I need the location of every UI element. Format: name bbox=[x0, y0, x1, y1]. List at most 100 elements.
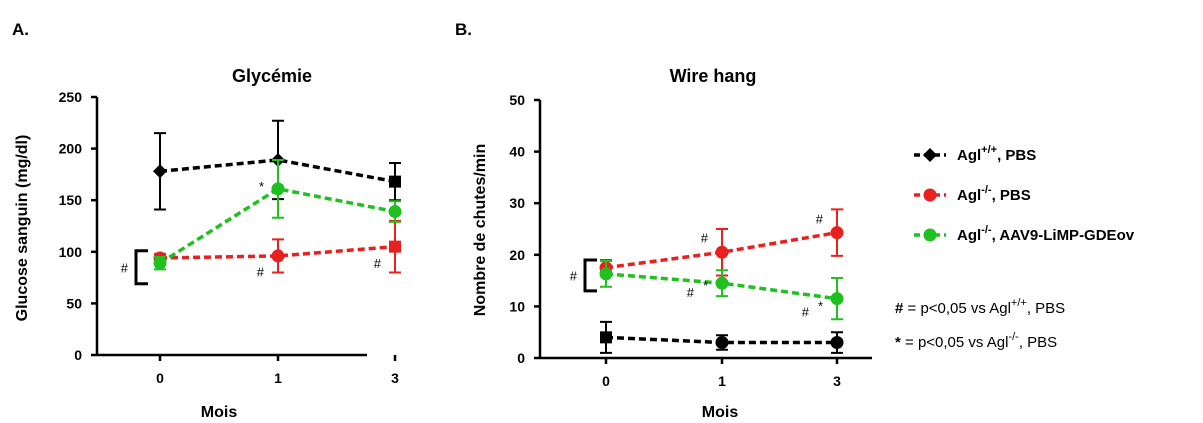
legend-label: Agl-/-, PBS bbox=[957, 184, 1031, 204]
legend-item-gene: Agl-/-, AAV9-LiMP-GDEov bbox=[914, 224, 1135, 244]
footnote-sup: +/+ bbox=[1011, 297, 1027, 309]
panel-b-line-ko bbox=[605, 230, 838, 270]
panel-a-point-gene bbox=[153, 256, 167, 270]
panel-b-point-wt bbox=[600, 331, 612, 344]
panel-a-bracket-line bbox=[134, 249, 148, 286]
panel-a-bracket-label: # bbox=[121, 260, 129, 275]
panel-a-bracket: # bbox=[121, 249, 148, 286]
panel-b-hash-annotation: # bbox=[816, 212, 824, 227]
panel-b-y-tick-label: 30 bbox=[509, 195, 525, 211]
panel-a-point-wt bbox=[153, 164, 167, 179]
panel-a-line-gene bbox=[159, 186, 396, 265]
panel-b-series-ko bbox=[599, 208, 844, 277]
panel-a-hash-annotation: # bbox=[257, 264, 265, 279]
panel-a-y-tick-label: 0 bbox=[74, 347, 82, 363]
panel-a-y-tick-label: 250 bbox=[59, 89, 83, 105]
panel-b-series-gene bbox=[599, 259, 844, 321]
panel-a-point-wt bbox=[389, 175, 401, 188]
panel-b-y-tick-label: 20 bbox=[509, 247, 525, 263]
panel-b-bracket-line bbox=[583, 258, 597, 293]
footnote-text: = p<0,05 vs Agl bbox=[903, 300, 1011, 317]
legend-label: Agl-/-, AAV9-LiMP-GDEov bbox=[957, 224, 1135, 244]
panel-b-point-ko bbox=[715, 245, 729, 259]
panel-b-hash-annotation: # bbox=[687, 285, 695, 300]
legend-marker bbox=[923, 228, 937, 242]
legend-label: Agl+/+, PBS bbox=[957, 144, 1036, 164]
panel-b-x-axis-label: Mois bbox=[702, 404, 739, 421]
panel-b-x-tick-label: 3 bbox=[833, 373, 841, 389]
panel-a-line-wt bbox=[159, 158, 396, 184]
footnote-symbol: * bbox=[895, 334, 901, 351]
panel-a-y-tick-label: 100 bbox=[59, 244, 83, 260]
footnote-symbol: # bbox=[895, 300, 904, 317]
panel-a-y-tick-label: 150 bbox=[59, 192, 83, 208]
panel-b-title: Wire hang bbox=[670, 66, 757, 86]
footnotes: # = p<0,05 vs Agl+/+, PBS* = p<0,05 vs A… bbox=[895, 297, 1065, 351]
legend-label-base: Agl bbox=[957, 147, 981, 164]
panel-b-bracket-label: # bbox=[570, 268, 578, 283]
panel-a-x-ticks: 0 1 3 bbox=[156, 355, 399, 386]
footnote-hash: # = p<0,05 vs Agl+/+, PBS bbox=[895, 297, 1065, 317]
panel-a-x-tick-label: 0 bbox=[156, 370, 164, 386]
footnote-rest: , PBS bbox=[1027, 300, 1065, 317]
legend-label-sup: -/- bbox=[981, 224, 992, 236]
panel-a-star-annotation: * bbox=[259, 179, 264, 194]
legend-label-base: Agl bbox=[957, 187, 981, 204]
panel-b-x-tick-label: 0 bbox=[602, 373, 610, 389]
panel-b-point-wt bbox=[715, 336, 729, 350]
panel-b-y-tick-label: 0 bbox=[517, 350, 525, 366]
footnote-sup: -/- bbox=[1008, 331, 1019, 343]
footnote-rest: , PBS bbox=[1019, 334, 1057, 351]
panel-b-hash-annotation: # bbox=[802, 305, 810, 320]
panel-a-x-tick-label: 3 bbox=[391, 370, 399, 386]
panel-a-x-axis-label: Mois bbox=[201, 404, 238, 421]
panel-a-series bbox=[153, 119, 402, 274]
footnote-text: = p<0,05 vs Agl bbox=[901, 334, 1009, 351]
legend-label-sup: -/- bbox=[981, 184, 992, 196]
panel-b-point-wt bbox=[830, 336, 844, 350]
panel-a-label: A. bbox=[12, 20, 29, 39]
legend-label-rest: , AAV9-LiMP-GDEov bbox=[992, 227, 1135, 244]
panel-a-annotations: * # # bbox=[257, 179, 382, 280]
panel-b-y-axis-label: Nombre de chutes/min bbox=[472, 144, 489, 316]
legend-label-base: Agl bbox=[957, 227, 981, 244]
panel-a-y-axis-label: Glucose sanguin (mg/dl) bbox=[14, 135, 31, 322]
panel-b-star-annotation: * bbox=[703, 278, 708, 293]
panel-a-title: Glycémie bbox=[232, 66, 312, 86]
panel-a-point-ko bbox=[389, 240, 401, 253]
panel-b-annotations: # # # * # * bbox=[687, 212, 824, 320]
panel-b-point-gene bbox=[599, 267, 613, 281]
panel-b-star-annotation: * bbox=[818, 298, 823, 313]
panel-b-point-gene bbox=[715, 276, 729, 290]
legend-label-rest: , PBS bbox=[992, 187, 1031, 204]
panel-b-point-ko bbox=[830, 226, 844, 240]
panel-b-label: B. bbox=[455, 20, 472, 39]
panel-a-series-ko bbox=[153, 219, 401, 274]
legend-marker bbox=[923, 188, 937, 202]
panel-b: B. Wire hang Nombre de chutes/min Mois 0… bbox=[455, 20, 872, 421]
panel-a-series-wt bbox=[153, 119, 401, 211]
footnote-star: * = p<0,05 vs Agl-/-, PBS bbox=[895, 331, 1057, 351]
panel-b-series bbox=[599, 208, 844, 354]
panel-a: A. Glycémie Glucose sanguin (mg/dl) Mois… bbox=[12, 20, 402, 421]
panel-a-line-ko bbox=[159, 244, 396, 260]
panel-b-y-tick-label: 40 bbox=[509, 144, 525, 160]
panel-b-bracket: # bbox=[570, 258, 597, 293]
panel-a-x-tick-label: 1 bbox=[274, 370, 282, 386]
panel-a-point-ko bbox=[271, 249, 285, 263]
panel-b-hash-annotation: # bbox=[701, 230, 709, 245]
panel-a-point-gene bbox=[388, 205, 402, 219]
panel-b-y-tick-label: 50 bbox=[509, 92, 525, 108]
panel-b-x-tick-label: 1 bbox=[718, 373, 726, 389]
legend-item-ko: Agl-/-, PBS bbox=[914, 184, 1031, 204]
panel-b-x-ticks: 0 1 3 bbox=[602, 358, 841, 389]
legend-marker bbox=[923, 148, 937, 162]
legend-label-sup: +/+ bbox=[981, 144, 997, 156]
panel-a-hash-annotation: # bbox=[374, 256, 382, 271]
panel-a-series-gene bbox=[153, 158, 402, 271]
panel-a-y-tick-label: 200 bbox=[59, 141, 83, 157]
panel-b-point-gene bbox=[830, 292, 844, 306]
panel-b-y-ticks: 0 10 20 30 40 50 bbox=[509, 92, 540, 366]
